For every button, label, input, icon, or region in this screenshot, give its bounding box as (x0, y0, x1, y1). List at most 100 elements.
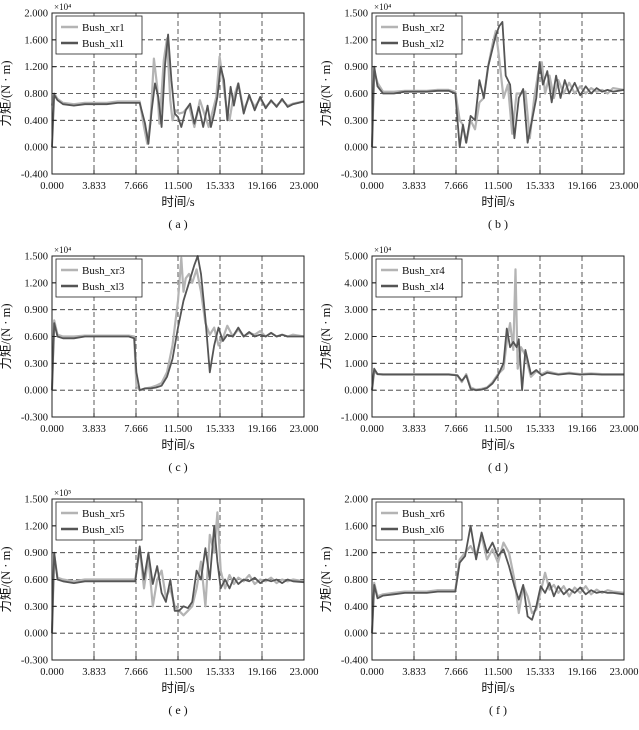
y-tick-label: 1.600 (24, 35, 48, 46)
x-tick-label: 0.000 (360, 424, 384, 435)
x-tick-label: 23.000 (290, 181, 319, 192)
panel-caption: ( e ) (168, 703, 188, 717)
x-tick-label: 15.333 (526, 667, 555, 678)
y-tick-label: 0.900 (344, 62, 368, 73)
legend: Bush_xr5 Bush_xl5 (55, 501, 143, 541)
y-tick-label: 0.000 (344, 629, 368, 640)
x-tick-label: 15.333 (206, 424, 235, 435)
y-tick-label: 4.000 (344, 278, 368, 289)
y-tick-label: 1.200 (24, 278, 48, 289)
x-tick-label: 0.000 (40, 667, 64, 678)
series-line-Bush_xl5 (51, 524, 305, 634)
x-tick-label: 3.833 (82, 667, 106, 678)
x-tick-label: 11.500 (484, 181, 513, 192)
x-axis-label: 时间/s (161, 438, 194, 452)
legend-label: Bush_xr3 (82, 265, 125, 277)
legend-box (55, 15, 143, 55)
x-tick-label: 23.000 (610, 181, 639, 192)
x-tick-label: 23.000 (290, 424, 319, 435)
y-tick-label: 3.000 (344, 305, 368, 316)
y-tick-label: 0.600 (344, 89, 368, 100)
panel-caption: ( d ) (488, 460, 508, 474)
y-tick-label: 1.500 (24, 252, 48, 263)
x-tick-label: 19.166 (248, 424, 277, 435)
legend: Bush_xr3 Bush_xl3 (55, 258, 143, 298)
x-tick-label: 7.666 (124, 424, 148, 435)
series-line-Bush_xl3 (51, 255, 304, 392)
series-line-Bush_xr1 (50, 37, 305, 145)
y-axis-label: 力矩/(N · m) (0, 547, 13, 613)
legend-box (55, 501, 143, 541)
y-tick-label: 0.800 (24, 89, 48, 100)
x-tick-label: 7.666 (444, 667, 468, 678)
y-tick-label: 1.200 (344, 35, 368, 46)
x-tick-label: 0.000 (40, 181, 64, 192)
x-tick-label: 19.166 (248, 181, 277, 192)
x-tick-label: 15.333 (526, 181, 555, 192)
x-tick-label: 23.000 (610, 424, 639, 435)
x-tick-label: 3.833 (82, 424, 106, 435)
y-tick-label: 0.000 (24, 386, 48, 397)
y-axis-label: 力矩/(N · m) (320, 304, 333, 370)
y-tick-label: 1.500 (24, 495, 48, 506)
y-tick-label: 1.200 (24, 521, 48, 532)
legend-label: Bush_xr5 (82, 508, 125, 520)
x-axis-label: 时间/s (481, 681, 514, 695)
legend-box (375, 258, 463, 298)
x-tick-label: 7.666 (124, 181, 148, 192)
axis-exponent: ×10⁴ (54, 245, 71, 255)
legend-box (375, 15, 463, 55)
y-tick-label: 0.300 (24, 602, 48, 613)
y-tick-label: 0.000 (24, 143, 48, 154)
x-tick-label: 11.500 (484, 424, 513, 435)
x-tick-label: 3.833 (82, 181, 106, 192)
y-tick-label: 1.000 (344, 359, 368, 370)
x-tick-label: 7.666 (444, 181, 468, 192)
legend: Bush_xr2 Bush_xl2 (375, 15, 463, 55)
x-tick-label: 11.500 (164, 667, 193, 678)
x-axis-label: 时间/s (481, 195, 514, 209)
x-tick-label: 19.166 (568, 667, 597, 678)
legend-label: Bush_xr6 (402, 508, 445, 520)
x-tick-label: 19.166 (568, 424, 597, 435)
x-tick-label: 0.000 (360, 667, 384, 678)
y-tick-label: 0.300 (344, 116, 368, 127)
chart-panel-c: 0.000 3.833 7.666 11.500 15.333 19.166 23.000 -… (0, 245, 319, 452)
panel-caption: ( f ) (489, 703, 507, 717)
y-tick-label: 1.600 (344, 521, 368, 532)
x-axis-label: 时间/s (481, 438, 514, 452)
x-tick-label: 15.333 (526, 424, 555, 435)
chart-panel-f: 0.000 3.833 7.666 11.500 15.333 19.166 23.000 -… (320, 495, 638, 696)
legend-label: Bush_xr1 (82, 22, 125, 34)
y-tick-label: 2.000 (344, 332, 368, 343)
axis-exponent: ×10⁴ (374, 2, 391, 12)
legend: Bush_xr6 Bush_xl6 (375, 501, 463, 541)
y-tick-label: 0.600 (24, 332, 48, 343)
x-tick-label: 19.166 (568, 181, 597, 192)
legend-label: Bush_xl5 (82, 524, 125, 536)
x-tick-label: 3.833 (402, 424, 426, 435)
series-line-Bush_xl4 (371, 327, 624, 392)
chart-panel-b: 0.000 3.833 7.666 11.500 15.333 19.166 23.000 -… (320, 2, 639, 209)
y-tick-label: 2.000 (24, 9, 48, 20)
x-tick-label: 0.000 (360, 181, 384, 192)
y-axis-label: 力矩/(N · m) (0, 304, 13, 370)
legend-label: Bush_xr4 (402, 265, 445, 277)
y-tick-label: 0.000 (344, 386, 368, 397)
series-line-Bush_xr5 (50, 511, 305, 634)
panel-caption: ( b ) (488, 217, 508, 231)
y-tick-label: 0.600 (24, 575, 48, 586)
x-axis-label: 时间/s (161, 195, 194, 209)
legend: Bush_xr4 Bush_xl4 (375, 258, 463, 298)
y-axis-label: 力矩/(N · m) (320, 547, 333, 613)
x-tick-label: 0.000 (40, 424, 64, 435)
x-tick-label: 23.000 (290, 667, 319, 678)
series-line-Bush_xl1 (51, 33, 305, 148)
legend-box (55, 258, 143, 298)
y-tick-label: 0.000 (24, 629, 48, 640)
series-line-Bush_xl2 (371, 20, 625, 149)
series-line-Bush_xl6 (371, 524, 625, 634)
legend-label: Bush_xl1 (82, 38, 124, 50)
y-tick-label: 0.400 (344, 602, 368, 613)
